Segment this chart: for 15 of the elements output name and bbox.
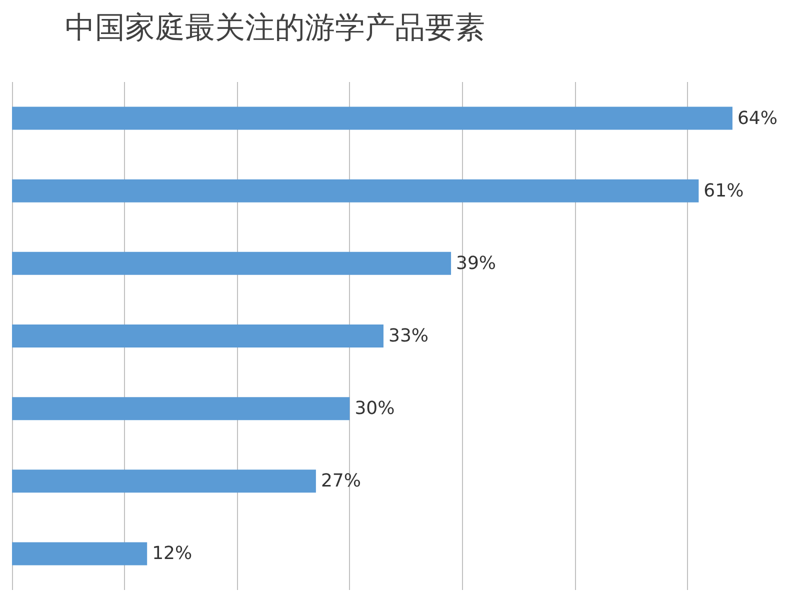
data-label: 61% [704,180,744,202]
bar [12,252,452,275]
data-label: 64% [737,108,778,129]
data-label: 30% [354,398,395,420]
data-label: 39% [456,252,496,274]
bar [12,179,699,202]
bar [12,470,316,493]
data-label: 12% [152,543,192,564]
bar [12,542,148,566]
data-label: 27% [320,470,361,492]
bar [12,324,384,348]
bar [12,106,732,130]
data-label: 33% [388,326,428,346]
chart-title: 中国家庭最关注的游学产品要素 [65,10,485,46]
bar [12,397,350,420]
